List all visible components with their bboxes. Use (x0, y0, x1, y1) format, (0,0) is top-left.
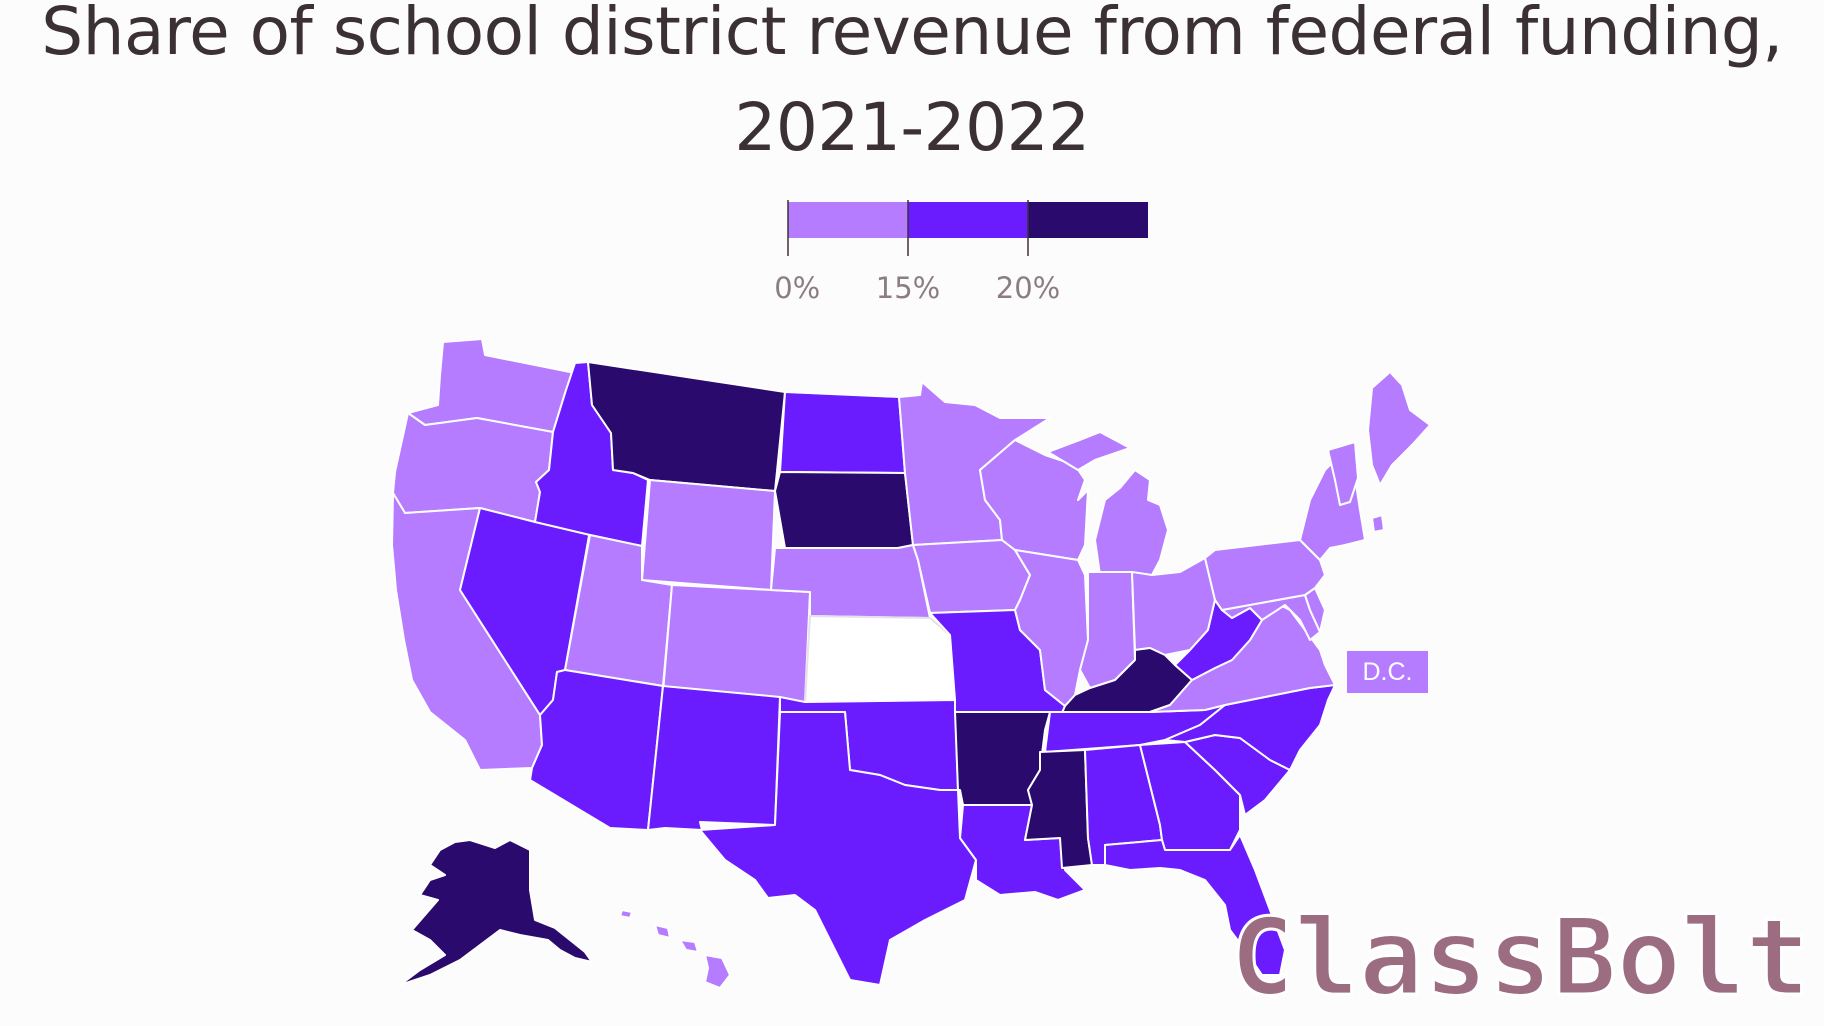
legend-tick-label-10: 10% (775, 271, 820, 305)
legend-bin-mid (908, 202, 1028, 238)
chart-title: Share of school district revenue from fe… (41, 0, 1783, 166)
watermark-logo: ClassBolt (1229, 895, 1812, 1021)
state-vt[interactable] (1327, 441, 1359, 506)
state-ia[interactable] (912, 539, 1031, 614)
legend-bin-low (788, 202, 908, 238)
legend: 10% 15% 20% (775, 200, 1148, 305)
legend-tick-label-20: 20% (996, 271, 1060, 305)
state-hi[interactable] (619, 909, 731, 989)
state-me[interactable] (1367, 371, 1431, 486)
state-nd[interactable] (779, 391, 906, 474)
state-ri[interactable] (1371, 514, 1385, 533)
state-wi[interactable] (979, 439, 1089, 561)
watermark-text: ClassBolt (1230, 896, 1810, 1019)
state-fl[interactable] (1104, 834, 1286, 976)
state-tx[interactable] (699, 711, 977, 986)
state-or[interactable] (392, 412, 554, 523)
dc-label: D.C. (1347, 651, 1428, 693)
state-ks[interactable] (804, 615, 956, 703)
state-pa[interactable] (1204, 539, 1326, 611)
state-ak[interactable] (399, 839, 593, 986)
state-mi[interactable] (1047, 431, 1169, 576)
state-wa[interactable] (407, 338, 576, 433)
state-mt[interactable] (587, 361, 786, 492)
state-il[interactable] (1014, 549, 1089, 707)
state-co[interactable] (662, 584, 811, 703)
state-nm[interactable] (647, 685, 781, 831)
state-sd[interactable] (774, 471, 914, 549)
state-wy[interactable] (641, 479, 776, 591)
us-map (391, 338, 1431, 989)
legend-bin-high (1028, 202, 1148, 238)
legend-tick-label-15: 15% (876, 271, 940, 305)
